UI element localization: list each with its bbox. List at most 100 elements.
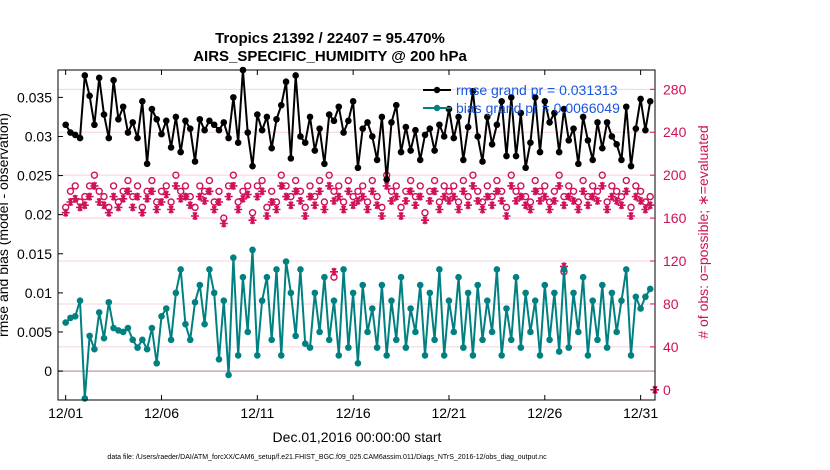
rmse-point (460, 156, 467, 164)
obs-evaluated-point (540, 192, 549, 201)
bias-point (565, 344, 573, 351)
rmse-point (91, 121, 98, 129)
x-axis-ticks: 12/01 12/06 12/11 12/16 12/21 12/26 12/31 (48, 70, 658, 421)
obs-evaluated-point (353, 196, 362, 205)
obs-evaluated-point (104, 208, 113, 217)
rmse-point (273, 115, 280, 123)
obs-evaluated-point (622, 187, 631, 196)
bias-point (445, 297, 453, 304)
obs-evaluated-point (631, 192, 640, 201)
rmse-series (62, 66, 654, 183)
obs-possible-point (90, 171, 99, 179)
obs-evaluated-point (583, 201, 592, 210)
obs-evaluated-point (392, 192, 401, 201)
x-tick-label: 12/01 (48, 405, 83, 421)
bias-point (196, 281, 204, 289)
obs-possible-point (306, 182, 314, 190)
bias-point (551, 289, 558, 297)
obs-possible-point (325, 171, 333, 179)
obs-evaluated-point (330, 267, 338, 276)
bias-point (488, 328, 496, 336)
obs-evaluated-point (416, 192, 425, 201)
obs-evaluated-point (550, 196, 559, 205)
bias-point (215, 356, 223, 363)
rmse-point (210, 121, 218, 129)
obs-evaluated-point (267, 198, 276, 206)
bias-point (584, 352, 592, 359)
bias-point (392, 336, 400, 344)
bias-point (412, 328, 419, 336)
obs-possible-point (109, 182, 118, 190)
obs-evaluated-point (315, 187, 324, 196)
bias-point (206, 266, 213, 273)
rmse-point (186, 125, 194, 132)
x-tick-label: 12/31 (623, 405, 658, 421)
bias-point (263, 273, 271, 281)
y-right-tick-label: 160 (663, 210, 687, 226)
obs-evaluated-point (435, 205, 444, 214)
bias-point (613, 328, 620, 336)
bias-point (268, 336, 275, 344)
bias-point (512, 273, 520, 281)
obs-possible-point (545, 198, 554, 206)
obs-evaluated-point (588, 192, 597, 201)
y-tick-label: 0.02 (25, 207, 52, 223)
rmse-point (426, 125, 434, 132)
obs-evaluated-point (411, 201, 420, 210)
legend-bias-marker (433, 104, 441, 112)
rmse-point (522, 164, 529, 172)
obs-possible-point (349, 192, 357, 201)
obs-evaluated-point (512, 196, 521, 205)
bias-point (254, 352, 261, 359)
bias-point (469, 352, 477, 359)
obs-possible-point (248, 209, 257, 217)
bias-point (388, 297, 395, 304)
rmse-point (215, 126, 223, 134)
obs-evaluated-point (109, 192, 118, 201)
rmse-point (546, 119, 553, 126)
obs-evaluated-point (310, 201, 319, 210)
rmse-point (230, 94, 237, 101)
obs-evaluated-point (191, 212, 199, 220)
rmse-point (584, 137, 592, 144)
rmse-point (325, 111, 333, 118)
bias-point (91, 345, 98, 353)
rmse-point (507, 94, 515, 101)
obs-evaluated-point (497, 196, 506, 205)
rmse-point (512, 152, 520, 160)
y-tick-label: 0.005 (17, 324, 52, 340)
obs-evaluated-point (363, 205, 372, 214)
obs-evaluated-point (627, 212, 635, 220)
rmse-point (306, 113, 314, 121)
rmse-point (359, 125, 367, 132)
bias-point (134, 344, 141, 351)
bias-point (575, 328, 582, 336)
obs-evaluated-point (617, 201, 626, 210)
bias-point (162, 305, 170, 312)
obs-possible-point (555, 171, 563, 179)
rmse-point (589, 156, 597, 164)
rmse-point (579, 113, 587, 121)
bias-point (474, 281, 482, 289)
bias-point (301, 340, 309, 347)
rmse-point (364, 119, 371, 126)
rmse-point (445, 105, 453, 113)
obs-evaluated-point (114, 203, 123, 212)
rmse-point (330, 117, 338, 125)
obs-count-series (61, 171, 659, 394)
bias-point (143, 345, 151, 353)
obs-possible-point (450, 182, 458, 190)
obs-possible-point (373, 192, 381, 201)
bias-point (632, 293, 640, 301)
obs-evaluated-point (531, 187, 540, 196)
y-right-tick-label: 120 (663, 253, 687, 269)
bias-point (191, 298, 199, 306)
obs-possible-point (646, 192, 654, 201)
obs-evaluated-point (90, 181, 99, 190)
legend-rmse-marker (433, 86, 441, 94)
bias-point (119, 328, 127, 336)
obs-evaluated-point (344, 187, 353, 196)
rmse-point (282, 78, 290, 86)
obs-evaluated-point (358, 192, 367, 201)
bias-point (455, 273, 462, 281)
